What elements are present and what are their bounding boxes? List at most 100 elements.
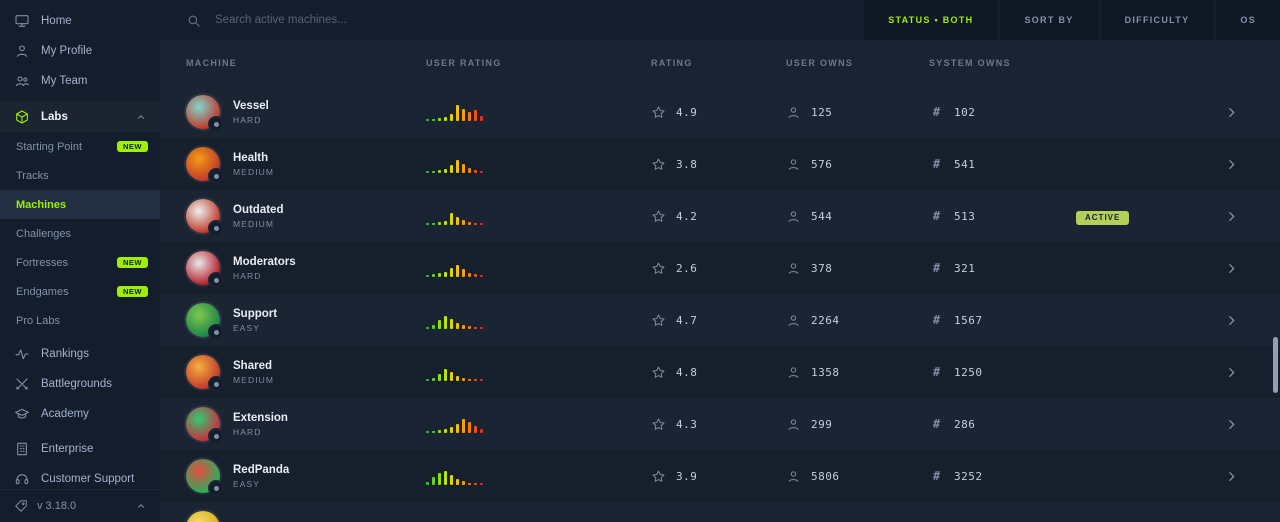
search-bar[interactable] [186, 13, 497, 28]
sidebar-item-academy[interactable]: Academy [0, 399, 160, 429]
sidebar-item-starting-point[interactable]: Starting Point NEW [0, 132, 160, 161]
star-icon [651, 469, 666, 484]
os-icon [208, 168, 224, 184]
table-header: MACHINE USER RATING RATING USER OWNS SYS… [160, 40, 1280, 86]
sidebar-item-enterprise[interactable]: Enterprise [0, 434, 160, 464]
sidebar-item-label: Rankings [41, 348, 89, 360]
chevron-right-icon [1229, 263, 1235, 273]
machine-text: Moderators HARD [233, 256, 296, 281]
table-row[interactable]: RedPanda EASY 3.9 5806 # 3252 [160, 450, 1280, 502]
sidebar-item-challenges[interactable]: Challenges [0, 219, 160, 248]
sidebar-item-label: Pro Labs [16, 314, 61, 327]
rating-cell: 4.7 [651, 313, 786, 328]
sidebar-item-customer-support[interactable]: Customer Support [0, 464, 160, 494]
sidebar-item-label: Customer Support [41, 473, 135, 485]
filter-sort-by[interactable]: SORT BY [1000, 0, 1098, 40]
filter-label: STATUS • BOTH [888, 15, 974, 25]
column-header-system-owns: SYSTEM OWNS [929, 58, 1011, 68]
machine-name: Vessel [233, 99, 269, 112]
machine-avatar [186, 95, 224, 132]
column-header-user-rating: USER RATING [426, 58, 502, 68]
enterprise-icon [14, 441, 30, 457]
team-icon [14, 73, 30, 89]
machine-cell: Support EASY [186, 303, 426, 340]
hash-icon: # [932, 469, 941, 483]
sidebar-item-label: Challenges [16, 227, 72, 240]
sidebar-item-my-team[interactable]: My Team [0, 66, 160, 96]
machine-text: Shared MEDIUM [233, 360, 274, 385]
sidebar-item-rankings[interactable]: Rankings [0, 339, 160, 369]
user-icon [786, 365, 801, 380]
table-row[interactable]: Support EASY 4.7 2264 # 1567 [160, 294, 1280, 346]
system-owns-cell: # 321 [929, 261, 1076, 275]
user-rating-histogram [426, 259, 651, 277]
os-icon [208, 428, 224, 444]
row-chevron[interactable] [1201, 418, 1280, 431]
new-badge: NEW [117, 285, 148, 298]
labs-icon [14, 109, 30, 125]
rating-value: 4.7 [676, 313, 698, 327]
star-icon [651, 313, 666, 328]
sidebar-item-tracks[interactable]: Tracks [0, 161, 160, 190]
row-chevron[interactable] [1201, 314, 1280, 327]
table-row[interactable]: # [160, 502, 1280, 522]
sidebar-item-label: Machines [16, 198, 67, 211]
sidebar-item-pro-labs[interactable]: Pro Labs [0, 306, 160, 335]
filter-difficulty[interactable]: DIFFICULTY [1100, 0, 1214, 40]
hash-icon: # [932, 209, 941, 223]
sidebar-item-home[interactable]: Home [0, 6, 160, 36]
machine-avatar [186, 355, 224, 392]
scrollbar-thumb[interactable] [1273, 337, 1278, 393]
rating-value: 4.3 [676, 417, 698, 431]
sidebar-item-labs[interactable]: Labs [0, 102, 160, 132]
os-icon [208, 480, 224, 496]
rating-value: 4.9 [676, 105, 698, 119]
battlegrounds-icon [14, 376, 30, 392]
user-owns-cell: 125 [786, 105, 929, 120]
table-row[interactable]: Shared MEDIUM 4.8 1358 # 1250 [160, 346, 1280, 398]
sidebar-item-my-profile[interactable]: My Profile [0, 36, 160, 66]
user-rating-histogram [426, 103, 651, 121]
user-owns-cell: 1358 [786, 365, 929, 380]
rating-cell: 3.8 [651, 157, 786, 172]
machine-cell [186, 511, 426, 522]
machine-text: Extension HARD [233, 412, 288, 437]
sidebar-version[interactable]: v 3.18.0 [0, 489, 160, 522]
machine-cell: Outdated MEDIUM [186, 199, 426, 236]
sidebar-item-machines[interactable]: Machines [0, 190, 160, 219]
table-row[interactable]: Outdated MEDIUM 4.2 544 # 513 ACTIVE [160, 190, 1280, 242]
table-row[interactable]: Vessel HARD 4.9 125 # 102 [160, 86, 1280, 138]
row-chevron[interactable] [1201, 106, 1280, 119]
search-input[interactable] [213, 13, 497, 27]
filter-os[interactable]: OS [1216, 0, 1280, 40]
machine-name: Support [233, 307, 278, 320]
user-icon [786, 313, 801, 328]
sidebar-item-label: Battlegrounds [41, 378, 112, 390]
row-chevron[interactable] [1201, 210, 1280, 223]
row-chevron[interactable] [1201, 470, 1280, 483]
table-row[interactable]: Health MEDIUM 3.8 576 # 541 [160, 138, 1280, 190]
chevron-right-icon [1229, 471, 1235, 481]
rating-cell: 2.6 [651, 261, 786, 276]
filter-status[interactable]: STATUS • BOTH [864, 0, 998, 40]
os-icon [208, 220, 224, 236]
sidebar-item-battlegrounds[interactable]: Battlegrounds [0, 369, 160, 399]
filter-bar: STATUS • BOTH SORT BY DIFFICULTY OS [864, 0, 1280, 40]
system-owns-value: 321 [954, 261, 976, 275]
row-chevron[interactable] [1201, 366, 1280, 379]
user-owns-value: 125 [811, 105, 833, 119]
machine-cell: Shared MEDIUM [186, 355, 426, 392]
rating-cell: 3.9 [651, 469, 786, 484]
user-rating-histogram [426, 155, 651, 173]
table-row[interactable]: Extension HARD 4.3 299 # 286 [160, 398, 1280, 450]
sidebar-item-fortresses[interactable]: Fortresses NEW [0, 248, 160, 277]
row-chevron[interactable] [1201, 262, 1280, 275]
row-chevron[interactable] [1201, 158, 1280, 171]
machine-text: Vessel HARD [233, 100, 269, 125]
user-owns-value: 1358 [811, 365, 840, 379]
machine-difficulty: EASY [233, 322, 261, 333]
sidebar-item-endgames[interactable]: Endgames NEW [0, 277, 160, 306]
filter-label: DIFFICULTY [1124, 15, 1190, 25]
table-row[interactable]: Moderators HARD 2.6 378 # 321 [160, 242, 1280, 294]
